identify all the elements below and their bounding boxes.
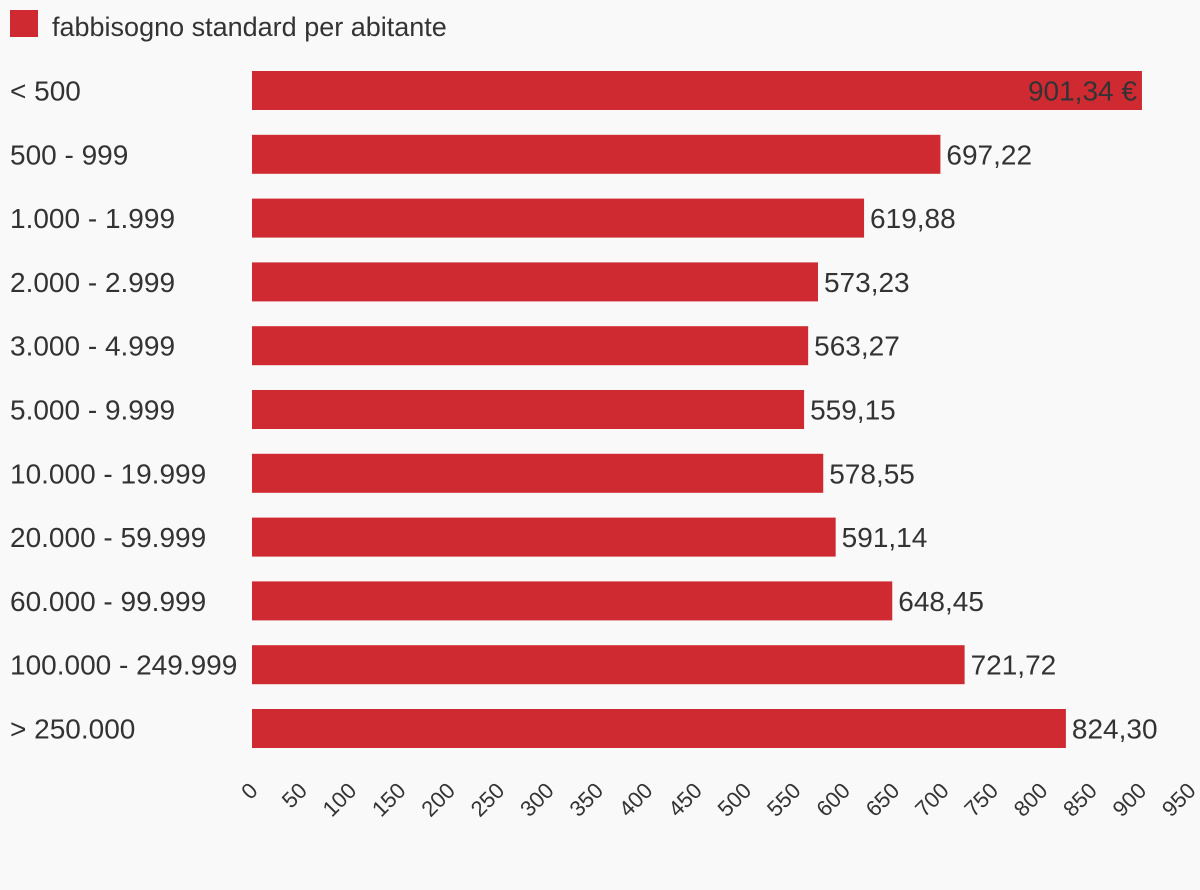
value-label: 697,22 bbox=[946, 139, 1032, 170]
value-label: 901,34 € bbox=[1028, 76, 1137, 107]
value-label: 563,27 bbox=[814, 331, 900, 362]
value-labels: 901,34 € 697,22 619,88 573,23 563,27 559,15 57… bbox=[810, 76, 1157, 745]
legend: fabbisogno standard per abitante bbox=[10, 10, 447, 42]
x-tick-label: 550 bbox=[762, 778, 806, 822]
value-label: 578,55 bbox=[829, 458, 915, 489]
bars bbox=[252, 71, 1142, 748]
category-label: > 250.000 bbox=[10, 714, 135, 745]
category-labels: < 500 500 - 999 1.000 - 1.999 2.000 - 2.999… bbox=[10, 76, 237, 745]
category-label: 5.000 - 9.999 bbox=[10, 395, 175, 426]
x-tick-label: 900 bbox=[1108, 778, 1152, 822]
value-label: 721,72 bbox=[971, 650, 1057, 681]
bar bbox=[252, 198, 865, 238]
x-tick-label: 700 bbox=[910, 778, 954, 822]
bar bbox=[252, 326, 809, 366]
x-tick-label: 750 bbox=[959, 778, 1003, 822]
x-tick-label: 950 bbox=[1157, 778, 1200, 822]
x-tick-label: 200 bbox=[416, 778, 460, 822]
value-label: 591,14 bbox=[842, 522, 928, 553]
bar bbox=[252, 517, 836, 557]
x-tick-label: 500 bbox=[713, 778, 757, 822]
category-label: 20.000 - 59.999 bbox=[10, 522, 206, 553]
bar bbox=[252, 71, 1142, 110]
value-label: 559,15 bbox=[810, 395, 896, 426]
x-tick-label: 600 bbox=[811, 778, 855, 822]
bar bbox=[252, 262, 818, 302]
x-tick-label: 0 bbox=[236, 778, 262, 804]
x-tick-label: 850 bbox=[1058, 778, 1102, 822]
category-label: 100.000 - 249.999 bbox=[10, 650, 237, 681]
x-tick-label: 450 bbox=[663, 778, 707, 822]
category-label: 500 - 999 bbox=[10, 139, 128, 170]
x-tick-label: 250 bbox=[466, 778, 510, 822]
bar bbox=[252, 453, 824, 493]
x-tick-label: 300 bbox=[515, 778, 559, 822]
legend-label: fabbisogno standard per abitante bbox=[52, 12, 447, 42]
value-label: 824,30 bbox=[1072, 714, 1158, 745]
value-label: 648,45 bbox=[898, 586, 984, 617]
x-axis-ticks: 0 50 100 150 200 250 300 350 400 450 500 550 600 650 7… bbox=[236, 778, 1200, 822]
bar bbox=[252, 134, 941, 174]
x-tick-label: 400 bbox=[614, 778, 658, 822]
x-tick-label: 650 bbox=[861, 778, 905, 822]
bar bbox=[252, 709, 1066, 748]
category-label: 10.000 - 19.999 bbox=[10, 458, 206, 489]
x-tick-label: 800 bbox=[1009, 778, 1053, 822]
bar bbox=[252, 645, 965, 685]
category-label: < 500 bbox=[10, 76, 81, 107]
category-label: 3.000 - 4.999 bbox=[10, 331, 175, 362]
bar bbox=[252, 581, 893, 621]
category-label: 60.000 - 99.999 bbox=[10, 586, 206, 617]
value-label: 573,23 bbox=[824, 267, 910, 298]
x-tick-label: 100 bbox=[318, 778, 362, 822]
x-tick-label: 150 bbox=[367, 778, 411, 822]
x-tick-label: 350 bbox=[564, 778, 608, 822]
value-label: 619,88 bbox=[870, 203, 956, 234]
legend-swatch bbox=[10, 10, 38, 37]
x-tick-label: 50 bbox=[277, 778, 312, 813]
bar bbox=[252, 390, 805, 429]
category-label: 2.000 - 2.999 bbox=[10, 267, 175, 298]
category-label: 1.000 - 1.999 bbox=[10, 203, 175, 234]
